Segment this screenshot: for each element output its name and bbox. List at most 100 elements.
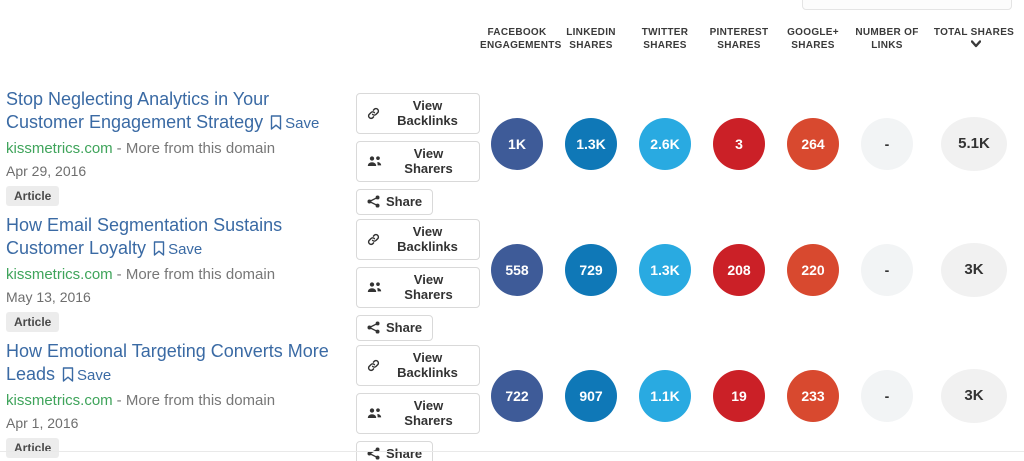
view-backlinks-label: View Backlinks — [397, 350, 458, 380]
share-button[interactable]: Share — [356, 189, 434, 215]
save-link[interactable]: Save — [153, 241, 202, 258]
share-nodes-icon — [367, 447, 380, 460]
bookmark-icon — [270, 115, 282, 130]
share-label: Share — [386, 194, 423, 209]
column-header-googleplus-shares[interactable]: GOOGLE+ SHARES — [776, 0, 850, 80]
save-label: Save — [168, 241, 203, 258]
result-row: How Emotional Targeting Converts More Le… — [0, 332, 1024, 461]
column-header-label: SHARES — [569, 40, 613, 51]
chevron-down-icon — [928, 39, 1024, 52]
column-header-label: PINTEREST — [709, 27, 769, 38]
view-backlinks-button[interactable]: View Backlinks — [356, 345, 480, 386]
users-icon — [367, 282, 382, 292]
view-sharers-button[interactable]: View Sharers — [356, 267, 480, 308]
domain-link[interactable]: kissmetrics.com — [6, 140, 113, 157]
pinterest-shares-bubble: 208 — [713, 243, 765, 296]
content-type-badge: Article — [6, 438, 60, 458]
save-label: Save — [77, 367, 112, 384]
googleplus-shares-bubble: 220 — [787, 243, 839, 296]
share-label: Share — [386, 446, 423, 461]
result-row: How Email Segmentation Sustains Customer… — [0, 206, 1024, 341]
number-of-links-bubble: - — [861, 117, 913, 170]
total-shares-bubble: 3K — [941, 242, 1007, 297]
truncated-top-control[interactable] — [802, 0, 1012, 10]
column-header-label: GOOGLE+ — [787, 27, 839, 38]
view-sharers-label: View Sharers — [404, 146, 453, 176]
more-from-domain-link[interactable]: - More from this domain — [116, 392, 276, 409]
number-of-links-bubble: - — [861, 369, 913, 422]
column-header-twitter-shares[interactable]: TWITTER SHARES — [628, 0, 702, 80]
linkedin-shares-bubble: 1.3K — [565, 117, 617, 170]
column-header-number-of-links[interactable]: NUMBER OF LINKS — [850, 0, 924, 80]
view-backlinks-label: View Backlinks — [397, 224, 458, 254]
share-nodes-icon — [367, 321, 380, 334]
row-actions: View Backlinks View Sharers Share — [356, 332, 480, 461]
article-title-link[interactable]: How Email Segmentation Sustains Customer… — [6, 215, 283, 258]
article-title-link[interactable]: How Emotional Targeting Converts More Le… — [6, 341, 329, 384]
results-header: FACEBOOK ENGAGEMENTS LINKEDIN SHARES TWI… — [0, 0, 1024, 80]
more-from-domain-link[interactable]: - More from this domain — [116, 266, 276, 283]
link-icon — [367, 107, 380, 119]
column-header-label: FACEBOOK — [487, 27, 547, 38]
content-type-badge: Article — [6, 312, 60, 332]
bookmark-icon — [153, 241, 165, 256]
users-icon — [367, 408, 382, 418]
column-header-label: TWITTER — [641, 27, 689, 38]
pinterest-shares-bubble: 19 — [713, 369, 765, 422]
save-label: Save — [285, 115, 320, 132]
save-link[interactable]: Save — [62, 367, 111, 384]
view-sharers-label: View Sharers — [404, 398, 453, 428]
view-backlinks-label: View Backlinks — [397, 98, 458, 128]
link-icon — [367, 233, 380, 245]
view-sharers-button[interactable]: View Sharers — [356, 393, 480, 434]
number-of-links-bubble: - — [861, 243, 913, 296]
article-info: How Emotional Targeting Converts More Le… — [6, 332, 356, 461]
view-sharers-button[interactable]: View Sharers — [356, 141, 480, 182]
content-type-badge: Article — [6, 186, 60, 206]
view-backlinks-button[interactable]: View Backlinks — [356, 93, 480, 134]
article-info: Stop Neglecting Analytics in Your Custom… — [6, 80, 356, 215]
row-actions: View Backlinks View Sharers Share — [356, 80, 480, 215]
total-shares-bubble: 5.1K — [941, 116, 1007, 171]
bookmark-icon — [62, 367, 74, 382]
domain-link[interactable]: kissmetrics.com — [6, 266, 113, 283]
column-header-facebook-engagements[interactable]: FACEBOOK ENGAGEMENTS — [480, 0, 561, 80]
twitter-shares-bubble: 2.6K — [639, 117, 691, 170]
column-header-label: SHARES — [643, 40, 687, 51]
facebook-engagements-bubble: 722 — [491, 369, 543, 422]
column-header-label: SHARES — [791, 40, 835, 51]
pinterest-shares-bubble: 3 — [713, 117, 765, 170]
publish-date: May 13, 2016 — [6, 289, 91, 305]
row-actions: View Backlinks View Sharers Share — [356, 206, 480, 341]
column-header-label: TOTAL SHARES — [933, 27, 1015, 38]
column-header-label: LINKS — [871, 40, 903, 51]
view-sharers-label: View Sharers — [404, 272, 453, 302]
share-nodes-icon — [367, 195, 380, 208]
column-header-total-shares[interactable]: TOTAL SHARES — [924, 0, 1024, 80]
column-header-label: LINKEDIN — [566, 27, 616, 38]
linkedin-shares-bubble: 729 — [565, 243, 617, 296]
twitter-shares-bubble: 1.1K — [639, 369, 691, 422]
column-header-linkedin-shares[interactable]: LINKEDIN SHARES — [554, 0, 628, 80]
divider — [0, 451, 1024, 452]
twitter-shares-bubble: 1.3K — [639, 243, 691, 296]
view-backlinks-button[interactable]: View Backlinks — [356, 219, 480, 260]
googleplus-shares-bubble: 264 — [787, 117, 839, 170]
save-link[interactable]: Save — [270, 115, 319, 132]
column-header-pinterest-shares[interactable]: PINTEREST SHARES — [702, 0, 776, 80]
domain-link[interactable]: kissmetrics.com — [6, 392, 113, 409]
users-icon — [367, 156, 382, 166]
column-header-label: SHARES — [717, 40, 761, 51]
result-row: Stop Neglecting Analytics in Your Custom… — [0, 80, 1024, 215]
share-label: Share — [386, 320, 423, 335]
publish-date: Apr 1, 2016 — [6, 415, 79, 431]
more-from-domain-link[interactable]: - More from this domain — [116, 140, 276, 157]
actions-column-spacer — [356, 0, 480, 80]
article-column-spacer — [6, 0, 356, 80]
share-button[interactable]: Share — [356, 315, 434, 341]
googleplus-shares-bubble: 233 — [787, 369, 839, 422]
article-title-link[interactable]: Stop Neglecting Analytics in Your Custom… — [6, 89, 270, 132]
linkedin-shares-bubble: 907 — [565, 369, 617, 422]
publish-date: Apr 29, 2016 — [6, 163, 87, 179]
